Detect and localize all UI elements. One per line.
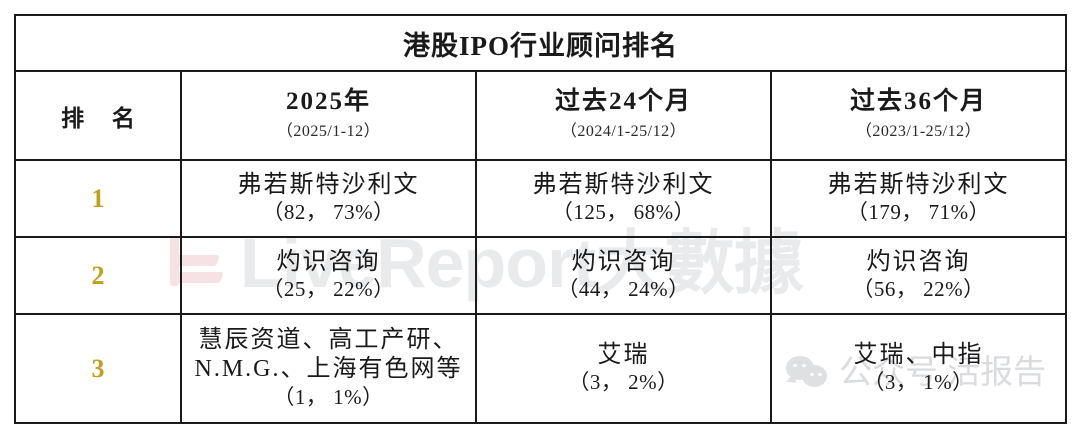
column-header-months36: 过去36个月 （2023/1-25/12） [769,70,1068,161]
cell-year2025: 慧辰资道、高工产研、 N.M.G.、上海有色网等 （1， 1%） [180,313,477,424]
cell-months24: 弗若斯特沙利文 （125， 68%） [475,159,772,238]
rank-value: 3 [91,353,105,383]
table-row: 3 慧辰资道、高工产研、 N.M.G.、上海有色网等 （1， 1%） 艾瑞 （3… [14,313,1068,424]
rank-cell: 2 [14,236,182,315]
firm-stat: （3， 1%） [863,370,974,395]
firm-name: 灼识咨询 [276,248,381,275]
ipo-advisor-ranking-table: 港股IPO行业顾问排名 排 名 2025年 （2025/1-12） 过去24个月… [13,14,1068,424]
cell-months36: 弗若斯特沙利文 （179， 71%） [769,159,1068,238]
firm-stat: （82， 73%） [262,200,395,225]
table-header-row: 排 名 2025年 （2025/1-12） 过去24个月 （2024/1-25/… [14,70,1068,161]
rank-cell: 1 [14,159,182,238]
firm-name: 灼识咨询 [866,248,971,275]
rank-cell: 3 [14,313,182,424]
rank-value: 1 [91,183,105,213]
firm-name: 慧辰资道、高工产研、 [198,327,459,354]
firm-stat: （1， 1%） [273,384,384,409]
firm-name: 灼识咨询 [571,248,676,275]
column-header-year2025: 2025年 （2025/1-12） [180,70,477,161]
firm-stat: （125， 68%） [551,200,696,225]
firm-stat: （44， 24%） [557,277,690,302]
column-header-months24: 过去24个月 （2024/1-25/12） [475,70,772,161]
firm-stat: （3， 2%） [568,370,679,395]
table-title-row: 港股IPO行业顾问排名 [13,14,1068,72]
cell-year2025: 弗若斯特沙利文 （82， 73%） [180,159,477,238]
firm-stat: （179， 71%） [846,200,991,225]
table-row: 2 灼识咨询 （25， 22%） 灼识咨询 （44， 24%） 灼识咨询 （56… [14,236,1068,315]
cell-months24: 艾瑞 （3， 2%） [475,313,772,424]
column-header-rank-label: 排 名 [61,105,146,131]
cell-months36: 灼识咨询 （56， 22%） [769,236,1068,315]
firm-stat: （56， 22%） [852,277,985,302]
firm-name: 弗若斯特沙利文 [237,171,420,198]
column-header-months24-sub: （2024/1-25/12） [560,123,687,141]
column-header-months36-label: 过去36个月 [850,87,988,115]
firm-name: 艾瑞、中指 [853,341,984,368]
firm-name: 艾瑞 [597,341,650,368]
firm-name: 弗若斯特沙利文 [827,171,1010,198]
rank-value: 2 [91,260,105,290]
column-header-rank: 排 名 [14,70,182,161]
cell-year2025: 灼识咨询 （25， 22%） [180,236,477,315]
column-header-year2025-sub: （2025/1-12） [276,123,381,141]
column-header-year2025-label: 2025年 [285,87,371,115]
page-title: 港股IPO行业顾问排名 [403,30,679,61]
table-title-cell: 港股IPO行业顾问排名 [13,14,1068,72]
column-header-months36-sub: （2023/1-25/12） [855,123,982,141]
firm-name-line2: N.M.G.、上海有色网等 [194,356,463,383]
table-row: 1 弗若斯特沙利文 （82， 73%） 弗若斯特沙利文 （125， 68%） 弗… [14,159,1068,238]
column-header-months24-label: 过去24个月 [554,87,692,115]
firm-name: 弗若斯特沙利文 [532,171,715,198]
cell-months36: 艾瑞、中指 （3， 1%） [769,313,1068,424]
cell-months24: 灼识咨询 （44， 24%） [475,236,772,315]
firm-stat: （25， 22%） [262,277,395,302]
